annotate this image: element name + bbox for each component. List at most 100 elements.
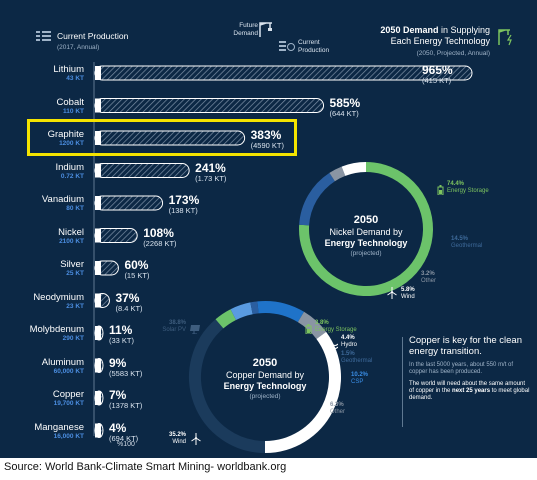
copper-hydro-value: 4.4% xyxy=(341,335,355,341)
current-production-sub: (2017, Annual) xyxy=(57,44,100,51)
copper-donut-title: 2050 Copper Demand by Energy Technology … xyxy=(205,357,325,401)
production-neodymium: 23 KT xyxy=(66,302,84,310)
copper-wind-turbine-icon xyxy=(190,432,202,450)
value-manganese: 4% xyxy=(109,420,127,435)
value-neodymium: 37% xyxy=(115,290,140,305)
copper-geo-name: Geothermal xyxy=(341,358,373,364)
demand-aluminum: (5583 KT) xyxy=(109,368,143,378)
copper-other-value: 6.3% xyxy=(330,402,344,408)
graphite-highlight-box xyxy=(27,119,297,156)
production-silver: 25 KT xyxy=(66,270,84,277)
copper-solar-name: Solar PV xyxy=(162,327,186,333)
nickel-es-value: 74.4% xyxy=(447,181,465,187)
label-cobalt: Cobalt xyxy=(56,96,84,108)
label-indium: Indium xyxy=(55,161,84,173)
bar-base-silver xyxy=(95,261,101,275)
bar-indium xyxy=(94,163,190,178)
demand-header: 2050 Demand in Supplying Each Energy Tec… xyxy=(358,25,490,59)
label-molybdenum: Molybdenum xyxy=(29,324,84,335)
crane-icon xyxy=(257,20,275,43)
copper-other-label: 6.3% Other xyxy=(330,402,345,416)
bar-base-copper xyxy=(95,391,101,405)
value-nickel: 108% xyxy=(143,225,174,240)
bar-lithium xyxy=(94,65,473,81)
value-graphite: 383% xyxy=(250,128,282,142)
production-graphite: 1200 KT xyxy=(59,140,84,147)
copper-hydro-name: Hydro xyxy=(341,342,358,348)
production-nickel: 2100 KT xyxy=(59,237,84,245)
bar-base-graphite xyxy=(95,131,101,145)
nickel-donut xyxy=(297,160,435,298)
donut-copper-slice-hydro xyxy=(230,302,253,321)
label-nickel: Nickel xyxy=(58,226,84,238)
production-copper: 19,700 KT xyxy=(53,400,84,407)
copper-hydro-label: 4.4% Hydro xyxy=(341,335,357,349)
battery-icon xyxy=(437,182,444,200)
donut-copper-bg xyxy=(187,299,343,455)
bar-base-aluminum xyxy=(95,358,101,373)
source-caption: Source: World Bank-Climate Smart Mining-… xyxy=(4,461,287,473)
value-aluminum: 9% xyxy=(109,355,127,370)
demand-manganese: (694 KT) xyxy=(109,433,139,443)
nickel-es-name: Energy Storage xyxy=(447,188,489,194)
production-vanadium: 80 KT xyxy=(66,205,84,212)
demand-vanadium: (138 KT) xyxy=(168,206,198,215)
axis-x-label: %100 xyxy=(117,441,135,448)
demand-sub: (2050, Projected, Annual) xyxy=(416,50,490,57)
copper-wind-name: Wind xyxy=(172,439,186,445)
production-lithium: 43 KT xyxy=(66,75,84,82)
wind-turbine-icon xyxy=(386,286,398,304)
current-production-small-label: Current Production xyxy=(298,39,330,54)
donut-copper-slice-solar-pv xyxy=(189,319,266,453)
bar-vanadium xyxy=(94,195,164,211)
demand-neodymium: (8.4 KT) xyxy=(115,303,143,313)
donut-copper-slice-wind xyxy=(264,331,341,453)
demand-title-bold: 2050 Demand xyxy=(380,25,439,35)
copper-energy-storage-label: 3.8% Energy Storage xyxy=(315,320,357,334)
current-production-label: Current Production xyxy=(57,31,129,41)
label-silver: Silver xyxy=(60,259,84,270)
solar-panel-icon xyxy=(189,321,201,339)
label-aluminum: Aluminum xyxy=(41,356,84,368)
copper-title-line1: Copper Demand by xyxy=(225,370,305,380)
bar-base-neodymium xyxy=(95,293,101,308)
copper-wind-value: 35.2% xyxy=(168,432,186,438)
copper-title-bold: Energy Technology xyxy=(223,381,307,391)
bar-base-vanadium xyxy=(95,196,101,210)
label-graphite: Graphite xyxy=(47,129,84,140)
bar-base-lithium xyxy=(95,66,101,80)
value-lithium: 965% xyxy=(422,63,453,77)
production-cobalt: 110 KT xyxy=(63,107,84,115)
demand-nickel: (2268 KT) xyxy=(143,238,177,248)
nickel-title-line1: Nickel Demand by xyxy=(329,227,403,237)
note-divider xyxy=(402,337,403,427)
nickel-other-value: 3.2% xyxy=(421,271,435,277)
energy-tower-icon xyxy=(496,26,514,51)
current-production-header: Current Production (2017, Annual) xyxy=(57,31,128,53)
nickel-donut-title: 2050 Nickel Demand by Energy Technology … xyxy=(306,214,426,258)
donut-nickel-slice-geothermal xyxy=(299,172,336,226)
nickel-other-name: Other xyxy=(421,278,437,284)
donut-copper-slice-csp xyxy=(257,301,305,323)
nickel-geo-value: 14.5% xyxy=(451,236,469,242)
value-copper: 7% xyxy=(109,388,127,402)
note-headline: Copper is key for the clean energy trans… xyxy=(409,335,523,357)
nickel-wind-value: 5.8% xyxy=(401,287,415,293)
value-indium: 241% xyxy=(195,160,226,175)
production-indium: 0.72 KT xyxy=(60,172,84,180)
copper-battery-icon xyxy=(305,321,312,339)
bar-base-manganese xyxy=(95,423,101,438)
value-silver: 60% xyxy=(124,258,149,272)
donut-nickel-slice-energy-storage xyxy=(299,162,433,296)
copper-solar-value: 38.8% xyxy=(168,320,186,326)
nickel-energy-storage-label: 74.4% Energy Storage xyxy=(447,181,489,195)
production-aluminum: 60,000 KT xyxy=(53,367,84,375)
label-lithium: Lithium xyxy=(53,64,84,75)
nickel-wind-label: 5.8% Wind xyxy=(401,287,415,301)
copper-geo-value: 1.5% xyxy=(341,351,355,357)
note-fact2-pre: The world will need about the same amoun… xyxy=(409,381,526,394)
demand-lithium: (415 KT) xyxy=(422,76,452,85)
nickel-title-bold: Energy Technology xyxy=(324,238,408,248)
value-molybdenum: 11% xyxy=(109,323,133,337)
demand-silver: (15 KT) xyxy=(124,271,150,280)
